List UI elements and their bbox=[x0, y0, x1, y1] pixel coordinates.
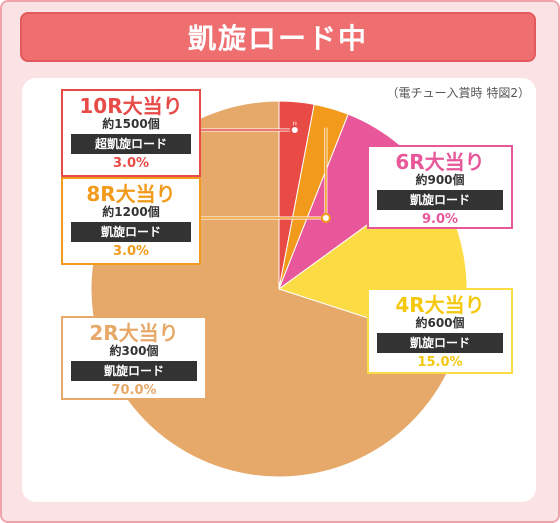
slice-name: 2R大当り bbox=[89, 321, 179, 345]
slice-payout: 約1500個 bbox=[102, 117, 160, 131]
slice-name: 10R大当り bbox=[79, 94, 183, 118]
label-2r: 2R大当り 約300個 凱旋ロード 70.0% bbox=[61, 316, 207, 400]
slice-percent: 70.0% bbox=[111, 383, 157, 398]
slice-rush: 凱旋ロード bbox=[71, 361, 197, 381]
slice-name: 4R大当り bbox=[395, 293, 485, 317]
slice-percent: 9.0% bbox=[421, 212, 459, 227]
chart-note: （電チュー入賞時 特図2） bbox=[386, 86, 530, 100]
slice-payout: 約1200個 bbox=[102, 205, 160, 219]
label-6r: 6R大当り 約900個 凱旋ロード 9.0% bbox=[367, 145, 513, 229]
slice-percent: 15.0% bbox=[417, 355, 463, 370]
slice-percent: 3.0% bbox=[112, 156, 150, 171]
slice-payout: 約900個 bbox=[415, 173, 465, 187]
slice-name: 6R大当り bbox=[395, 150, 485, 174]
slice-rush: 凱旋ロード bbox=[377, 333, 503, 353]
slice-percent: 3.0% bbox=[112, 244, 150, 259]
leader-dot-1 bbox=[320, 213, 331, 223]
label-10r: 10R大当り 約1500個 超凱旋ロード 3.0% bbox=[61, 89, 201, 177]
slice-payout: 約600個 bbox=[415, 316, 465, 330]
leader-dot-0 bbox=[289, 125, 300, 135]
label-4r: 4R大当り 約600個 凱旋ロード 15.0% bbox=[367, 288, 513, 374]
slice-rush: 凱旋ロード bbox=[377, 190, 503, 210]
label-8r: 8R大当り 約1200個 凱旋ロード 3.0% bbox=[61, 177, 201, 265]
chart-title: 凱旋ロード中 bbox=[20, 12, 536, 62]
slice-name: 8R大当り bbox=[86, 182, 176, 206]
slice-rush: 超凱旋ロード bbox=[71, 134, 191, 154]
slice-rush: 凱旋ロード bbox=[71, 222, 191, 242]
slice-payout: 約300個 bbox=[109, 344, 159, 358]
